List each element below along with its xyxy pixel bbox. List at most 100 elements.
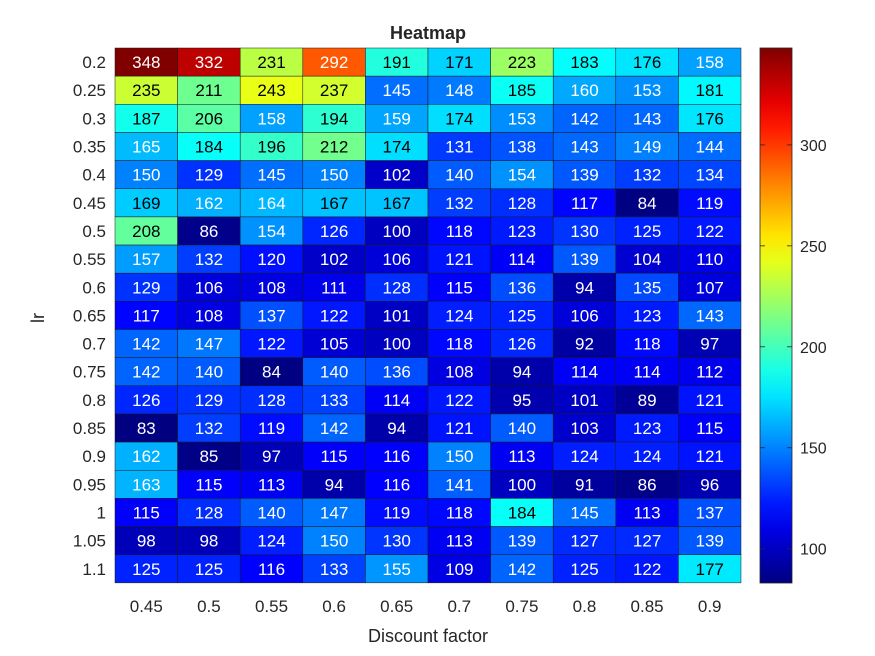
heatmap-cell [552,75,617,105]
cell-value-label: 206 [195,109,223,128]
cell-value-label: 106 [570,306,598,325]
heatmap-cell [302,498,366,527]
heatmap-cell [427,385,491,415]
cell-value-label: 150 [320,532,348,551]
cell-value-label: 135 [633,278,661,297]
cell-value-label: 113 [508,447,535,466]
cell-value-label: 139 [570,166,598,185]
heatmap-cell [114,413,178,443]
cell-value-label: 103 [570,419,598,438]
cell-value-label: 113 [258,475,285,494]
cell-value-label: 132 [633,166,661,185]
y-tick-label: 0.7 [82,335,106,354]
cell-value-label: 223 [508,53,536,72]
cell-value-label: 128 [383,278,411,297]
cell-value-label: 177 [696,560,724,579]
heatmap-cell [678,132,742,161]
x-axis-label: Discount factor [368,626,488,646]
cell-value-label: 140 [508,419,536,438]
y-tick-label: 0.55 [73,250,106,269]
heatmap-cell [177,329,241,358]
x-tick-label: 0.55 [255,597,288,616]
heatmap-cell [239,188,304,218]
cell-value-label: 86 [638,475,657,494]
cell-value-label: 162 [132,447,160,466]
heatmap-cell [239,357,304,387]
heatmap-cell [114,357,178,387]
heatmap-cell [114,47,178,77]
cell-value-label: 119 [696,194,723,213]
cell-value-label: 108 [195,306,223,325]
heatmap-cell [615,526,679,555]
cell-value-label: 137 [257,306,285,325]
heatmap-cell [615,413,679,443]
heatmap-cell [678,526,742,555]
colorbar-gradient [759,47,793,584]
heatmap-cell [177,75,241,105]
cell-value-label: 132 [195,250,223,269]
heatmap-cell [365,441,429,471]
heatmap-cell [114,470,178,499]
heatmap-cell [427,75,491,105]
heatmap-cell [177,272,241,302]
cell-value-label: 114 [508,250,535,269]
chart-title: Heatmap [390,23,466,43]
cell-value-label: 176 [696,109,724,128]
heatmap-cell [678,470,742,499]
y-tick-label: 0.8 [82,391,106,410]
cell-value-label: 96 [700,475,719,494]
cell-value-label: 116 [258,560,285,579]
cell-value-label: 134 [696,166,724,185]
y-tick-label: 0.85 [73,419,106,438]
heatmap-cell [490,301,554,330]
heatmap-cell [427,47,491,77]
cell-value-label: 187 [132,109,160,128]
heatmap-cell [552,104,617,133]
heatmap-cell [239,75,304,105]
heatmap-cell [365,413,429,443]
cell-value-label: 147 [195,335,223,354]
cell-value-label: 140 [320,363,348,382]
cell-value-label: 102 [320,250,348,269]
colorbar-tick-label: 300 [800,138,827,155]
cell-value-label: 112 [696,363,723,382]
heatmap-cell [615,160,679,190]
cell-value-label: 124 [633,447,661,466]
y-tick-label: 0.75 [73,363,106,382]
cell-value-label: 108 [445,363,473,382]
cell-value-label: 94 [325,475,344,494]
cell-value-label: 98 [199,532,218,551]
cell-value-label: 162 [195,194,223,213]
heatmap-cell [365,272,429,302]
heatmap-cell [552,441,617,471]
cell-value-label: 174 [383,138,411,157]
heatmap-cell [615,385,679,415]
cell-value-label: 89 [638,391,657,410]
heatmap-cell [427,357,491,387]
heatmap-cell [678,272,742,302]
cell-value-label: 231 [257,53,285,72]
heatmap-cell [114,132,178,161]
heatmap-cell [302,554,366,584]
heatmap-cell [239,329,304,358]
heatmap-cell [552,357,617,387]
heatmap-cell [427,188,491,218]
cell-value-label: 115 [195,475,222,494]
cell-value-label: 211 [195,81,222,100]
cell-value-label: 101 [570,391,598,410]
heatmap-cell [615,357,679,387]
cell-value-label: 110 [696,250,723,269]
x-tick-label: 0.9 [698,597,722,616]
cell-value-label: 139 [508,532,536,551]
cell-value-label: 122 [696,222,724,241]
cell-value-label: 126 [320,222,348,241]
cell-value-label: 149 [633,138,661,157]
cell-value-label: 176 [633,53,661,72]
cell-value-label: 91 [575,475,594,494]
cell-value-label: 124 [445,306,473,325]
cell-value-label: 292 [320,53,348,72]
heatmap-cell [239,526,304,555]
cell-value-label: 145 [257,166,285,185]
heatmap-cell [490,132,554,161]
heatmap-cell [239,272,304,302]
